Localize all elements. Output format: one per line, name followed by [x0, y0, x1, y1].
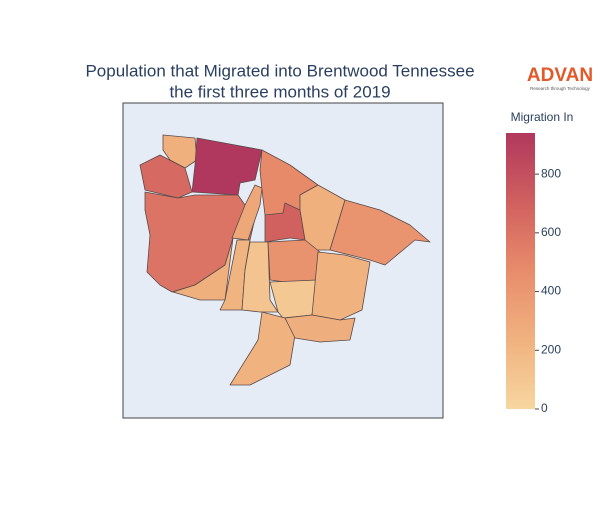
colorbar-tick-label: 800 [541, 166, 561, 180]
colorbar-tick-label: 200 [541, 342, 561, 356]
region [191, 137, 263, 196]
region [139, 154, 193, 199]
region [267, 239, 321, 283]
colorbar-title: Migration In [511, 110, 574, 124]
region [284, 314, 356, 343]
colorbar-tick-label: 0 [541, 401, 548, 415]
colorbar [506, 133, 535, 409]
title-line: Population that Migrated into Brentwood … [85, 61, 474, 80]
region [299, 184, 346, 251]
colorbar-tick-label: 400 [541, 284, 561, 298]
colorbar-tick-label: 600 [541, 225, 561, 239]
title-line: the first three months of 2019 [169, 82, 390, 101]
logo-tagline: Research through Technology [530, 86, 590, 91]
region [329, 199, 431, 266]
region [311, 251, 371, 321]
logo: ADVAN [527, 65, 593, 86]
